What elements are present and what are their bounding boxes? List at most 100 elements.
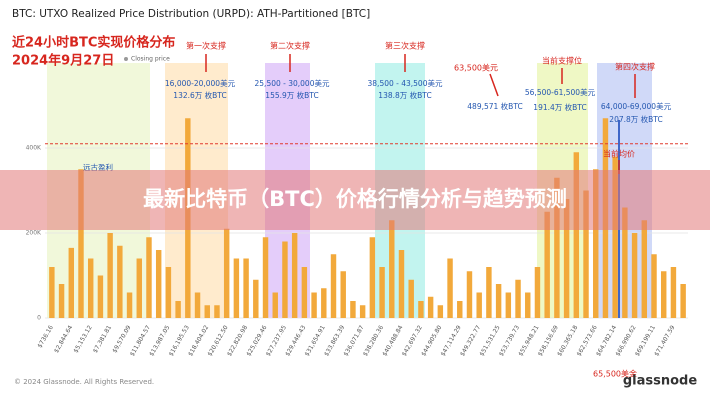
annotation-range: 56,500-61,500美元 [525,87,596,97]
bar [486,267,492,318]
bar [563,199,570,318]
annotation-title: 当前均价 [603,149,635,159]
bar [612,156,618,318]
annotation-amount: 191.4万 枚BTC [533,102,586,112]
bar [476,292,482,318]
bar [204,305,210,318]
bar [651,254,657,318]
bar [369,237,376,318]
chart-title: BTC: UTXO Realized Price Distribution (U… [12,8,370,20]
bar [661,271,667,318]
annotation-amount: 489,571 枚BTC [467,101,522,111]
bar [165,267,172,318]
annotation-title: 第二次支撑 [270,41,310,51]
x-tick-label: $736.16 [36,324,55,349]
bar [418,301,424,318]
banner-title: 最新比特币（BTC）价格行情分析与趋势预测 [143,187,567,211]
bar [554,177,560,318]
annotation-title: 63,500美元 [454,63,498,73]
bar [126,292,133,318]
watermark: glassnode [623,374,698,389]
bar [525,292,531,318]
bar [447,258,453,318]
bar [515,279,521,318]
bar [272,292,278,318]
bar [359,305,366,318]
bar [670,267,677,318]
annotation-title: 第三次支撑 [385,41,425,51]
annotation-title: 65,500美金 [593,369,637,379]
bar [301,267,308,318]
x-tick-label: $9,570.09 [111,324,132,354]
bar [175,301,181,318]
handwritten-date: 2024年9月27日 [12,53,114,69]
bar [544,211,550,318]
x-tick-label: $2,844.64 [53,324,74,354]
annotation-arrows [205,54,636,174]
bar [398,250,405,318]
legend-label: Closing price [131,56,170,63]
bar [622,207,628,318]
bar [505,292,512,318]
bar [389,220,395,318]
annotation-title: 第四次支撑 [615,62,655,72]
annotation-amount: 207.8万 枚BTC [609,114,662,124]
annotation-title: 当前支撑位 [542,56,582,66]
y-tick-label: 400K [26,145,42,152]
handwritten-title: 近24小时BTC实现价格分布 [12,35,175,51]
bar [437,305,444,318]
bar [680,284,686,318]
bar [87,258,94,318]
bar [291,233,298,318]
annotation-amount: 155.9万 枚BTC [265,90,318,100]
annotation-amount: 138.8万 枚BTC [378,90,431,100]
annotation-range: 25,500 - 30,000美元 [255,78,330,88]
annotation-title: 第一次支撑 [186,41,226,51]
bar [233,258,240,318]
bar [49,267,55,318]
bar [379,267,385,318]
bar [457,301,463,318]
bar [466,271,473,318]
bar [68,247,74,318]
x-tick-label: $5,153.12 [72,324,93,354]
bar [350,301,356,318]
x-tick-label: $7,381.81 [92,324,113,354]
annotation-range: 38,500 - 43,500美元 [368,78,443,88]
bar [223,228,230,318]
bar [155,250,162,318]
bar [534,267,541,318]
bar [194,292,201,318]
bar [321,288,327,318]
bar [573,152,580,318]
y-tick-label: 0 [37,315,41,322]
x-tick-label: $71,407.59 [653,324,676,357]
annotation-title: 远古盈利 [83,162,113,172]
bar [136,258,142,318]
bar [631,233,638,318]
bar [593,169,599,318]
bar [282,241,288,318]
bar [641,220,648,318]
bar [408,279,414,318]
bar [243,258,249,318]
bar [214,305,220,318]
legend-marker [124,57,128,61]
bar [58,284,65,318]
y-tick-label: 200K [26,230,42,237]
bar [340,271,346,318]
bar [262,237,269,318]
bar [97,275,104,318]
bar [495,284,502,318]
annotation-amount: 132.6万 枚BTC [173,90,226,100]
annotation-range: 64,000-69,000美元 [601,101,672,111]
bar [583,190,589,318]
bar [311,292,317,318]
bar [107,233,113,318]
bar [146,237,152,318]
bar [117,245,123,318]
bar [78,169,84,318]
annotation-range: 16,000-20,000美元 [165,78,236,88]
bar [330,254,337,318]
